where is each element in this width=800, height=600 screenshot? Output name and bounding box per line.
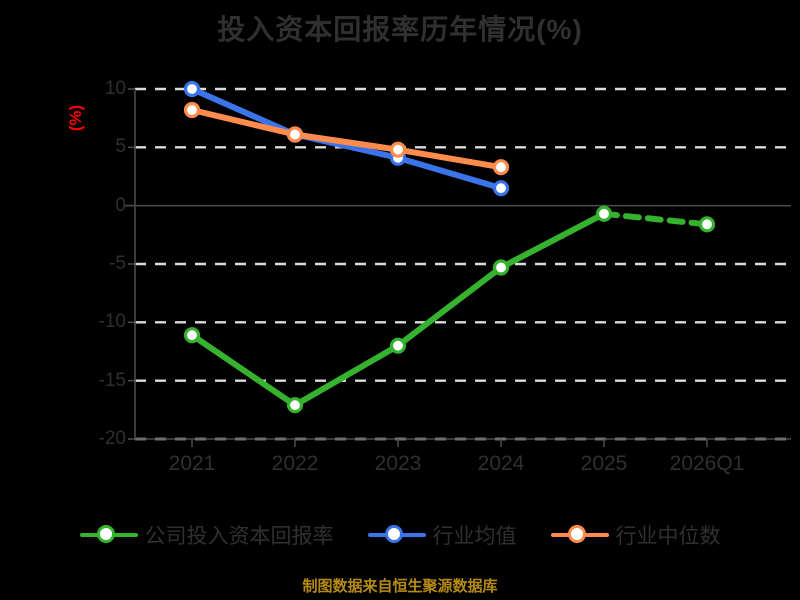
y-axis-tick-labels: 10 5 0 -5 -10 -15 -20 <box>60 78 126 449</box>
legend-marker-icon <box>550 522 609 548</box>
series-line-segment <box>395 154 504 192</box>
legend-marker-icon <box>367 522 426 548</box>
data-point <box>492 159 510 176</box>
series-line-segment <box>395 146 504 171</box>
legend-item[interactable]: 行业均值 <box>367 520 517 550</box>
legend-item[interactable]: 行业中位数 <box>550 520 721 550</box>
y-tick-label: 10 <box>104 78 126 99</box>
data-point <box>183 101 201 119</box>
legend-item[interactable]: 公司投入资本回报率 <box>79 520 334 550</box>
data-point <box>595 205 613 222</box>
y-tick-label: -10 <box>98 311 126 333</box>
chart-legend: 公司投入资本回报率 行业均值 行业中位数 <box>0 513 800 557</box>
legend-label: 公司投入资本回报率 <box>144 525 334 548</box>
plot-area <box>125 80 791 447</box>
data-point <box>389 141 407 158</box>
page-title: 投入资本回报率历年情况(%) <box>217 14 583 45</box>
data-point <box>492 180 510 197</box>
series-line-segment <box>292 131 401 153</box>
data-point <box>698 216 716 233</box>
x-tick-label: 2021 <box>168 452 216 475</box>
y-tick-label: -15 <box>98 369 126 391</box>
x-tick-label: 2025 <box>580 452 628 475</box>
series-line-segment <box>189 332 298 409</box>
series-line-segment <box>189 86 298 138</box>
y-tick-label: -5 <box>109 253 126 274</box>
data-point <box>286 397 304 414</box>
data-point <box>286 126 304 143</box>
source-note: 制图数据来自恒生聚源数据库 <box>302 578 498 595</box>
x-tick-label: 2026Q1 <box>669 452 745 475</box>
series-line-segment <box>601 210 710 228</box>
y-tick-label: -20 <box>98 428 126 449</box>
data-point <box>183 327 201 344</box>
x-tick-label: 2022 <box>271 452 319 475</box>
legend-label: 行业中位数 <box>615 525 721 548</box>
series-line-segment <box>292 342 401 409</box>
chart-svg <box>125 80 791 447</box>
series-line-segment <box>189 107 298 138</box>
y-tick-label: 5 <box>115 136 126 158</box>
y-tick-label: 0 <box>115 194 126 216</box>
x-tick-label: 2024 <box>477 452 525 475</box>
data-point <box>389 337 407 354</box>
legend-marker-icon <box>79 522 138 548</box>
series-line-segment <box>395 264 504 349</box>
series-line-segment <box>498 210 607 271</box>
data-point <box>183 80 201 98</box>
legend-label: 行业均值 <box>432 525 517 548</box>
data-point <box>492 259 510 276</box>
x-tick-label: 2023 <box>374 452 422 475</box>
